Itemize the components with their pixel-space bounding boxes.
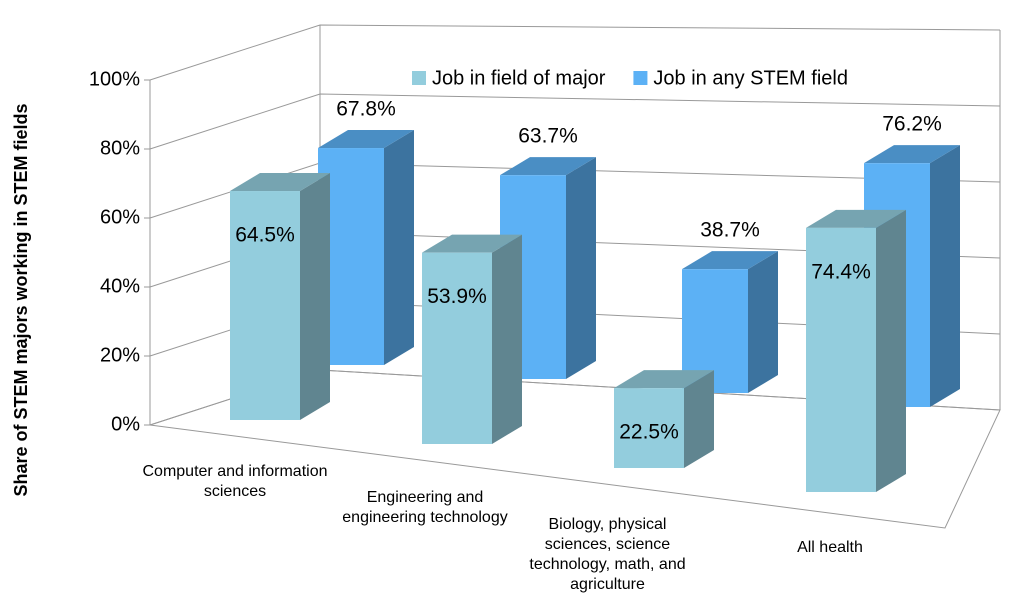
data-label: 38.7% [700, 219, 760, 242]
y-axis-title: Share of STEM majors working in STEM fie… [11, 103, 31, 496]
grid-line [149, 24, 1001, 81]
y-tick-label: 60% [100, 206, 140, 228]
bar [806, 227, 876, 492]
x-tick-label: All health [797, 539, 863, 556]
legend-label: Job in field of major [432, 67, 606, 89]
bar-side [300, 173, 330, 420]
legend-label: Job in any STEM field [653, 67, 848, 89]
bar-side [684, 370, 714, 468]
x-tick-label: Engineering and engineering technology [342, 489, 508, 526]
bar-top [614, 370, 714, 389]
bar [614, 388, 684, 468]
y-tick-label: 40% [100, 275, 140, 297]
bar [230, 191, 300, 420]
data-label: 76.2% [882, 113, 942, 136]
bar-top [806, 209, 906, 228]
data-label: 53.9% [427, 285, 487, 308]
y-tick-label: 100% [89, 68, 140, 90]
data-label: 63.7% [518, 125, 578, 148]
data-label: 64.5% [235, 224, 295, 247]
bar-top [422, 234, 522, 253]
legend-swatch [412, 71, 426, 85]
bar-side [930, 145, 960, 407]
bar-side [384, 130, 414, 365]
bar-side [566, 157, 596, 379]
legend-swatch [633, 71, 648, 85]
y-tick-label: 0% [111, 413, 140, 435]
bar-side [876, 209, 906, 492]
bar-top [318, 130, 414, 149]
bar-side [492, 234, 522, 444]
grid-line [149, 93, 1001, 150]
data-label: 22.5% [619, 421, 679, 444]
bar-top [500, 157, 596, 176]
y-tick-label: 80% [100, 137, 140, 159]
bar-top [864, 145, 960, 164]
bar-top [230, 173, 330, 192]
data-label: 74.4% [811, 260, 871, 283]
bar-side [748, 251, 778, 393]
y-tick-label: 20% [100, 344, 140, 366]
data-label: 67.8% [336, 98, 396, 121]
x-tick-label: Computer and information sciences [142, 463, 328, 500]
x-tick-label: Biology, physical sciences, science tech… [529, 516, 686, 593]
bar [422, 252, 492, 444]
bar-top [682, 251, 778, 270]
